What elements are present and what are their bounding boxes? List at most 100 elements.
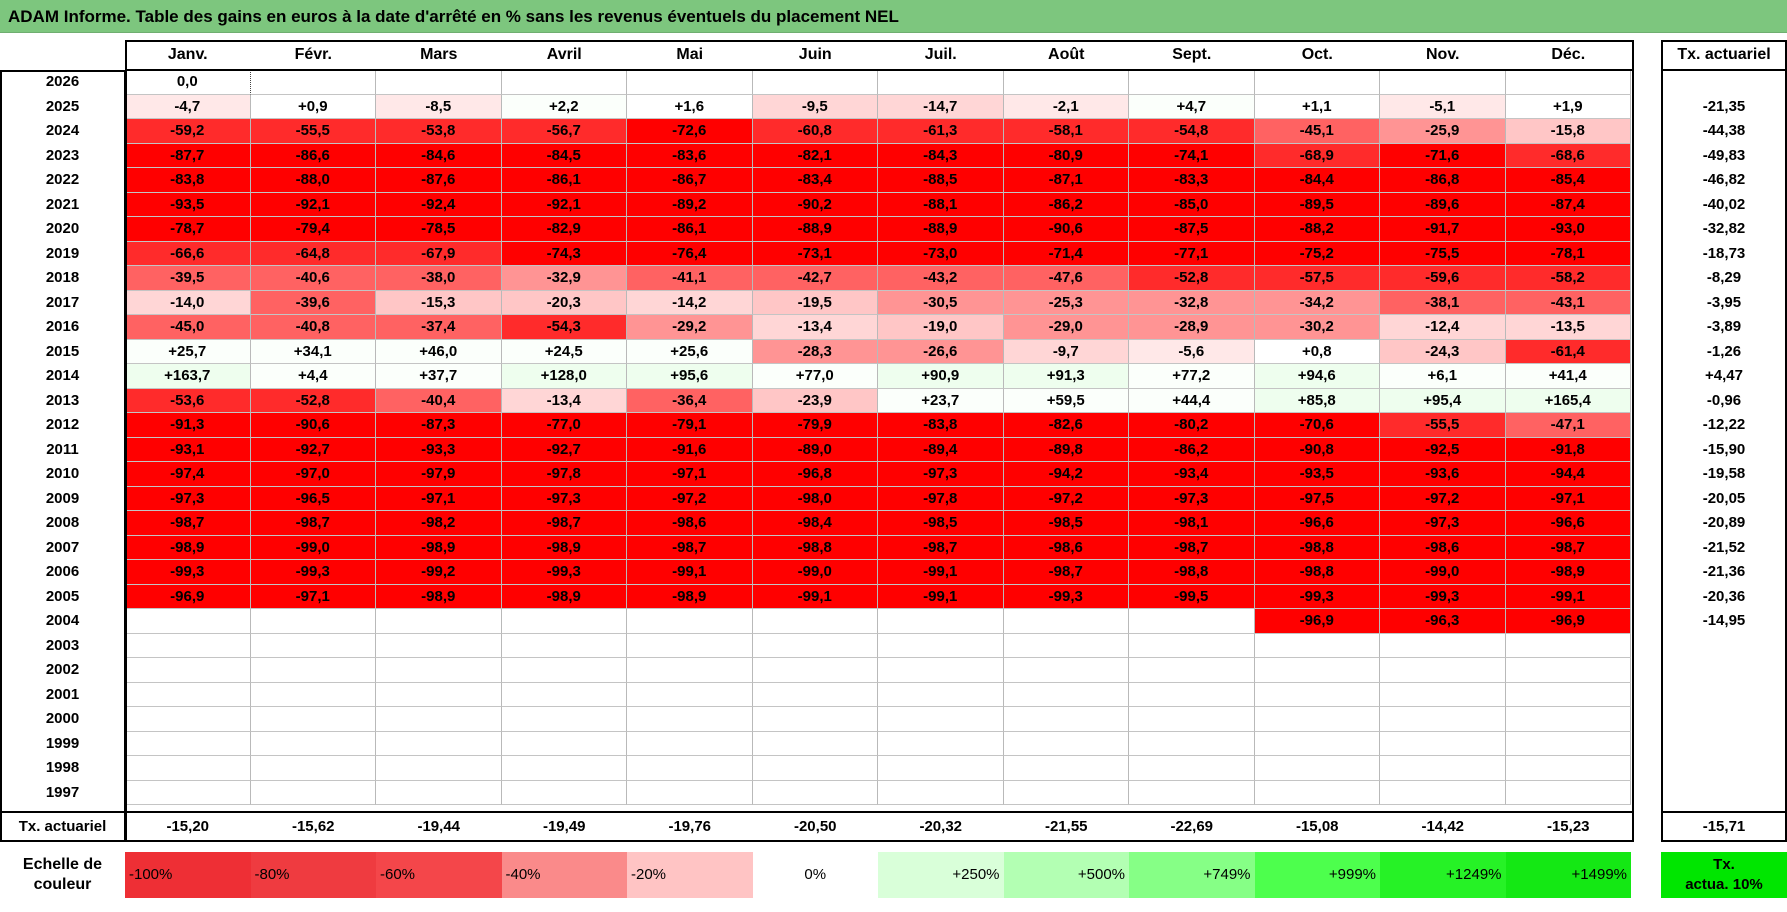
heatmap-cell: -98,6 (1003, 535, 1129, 560)
actuarial-color-legend: Tx. actua. 10% (1661, 852, 1787, 898)
year-label: 2022 (45, 171, 80, 188)
heatmap-cell (125, 658, 251, 683)
row-actuarial-rate: -21,36 (1702, 563, 1746, 580)
color-scale-step: -80% (250, 852, 376, 898)
year-label: 2004 (45, 612, 80, 629)
heatmap-cell: -96,5 (250, 486, 376, 511)
year-label: 2006 (45, 563, 80, 580)
heatmap-cell: -67,9 (376, 241, 502, 266)
month-header: Mars (420, 46, 458, 63)
color-scale-step: +749% (1129, 852, 1255, 898)
heatmap-cell (1003, 731, 1129, 756)
heatmap-cell: +41,4 (1505, 364, 1631, 389)
heatmap-cell: -75,2 (1254, 241, 1380, 266)
heatmap-cell (1129, 780, 1255, 805)
color-scale-step: 0% (752, 852, 878, 898)
heatmap-cell: -96,6 (1254, 511, 1380, 536)
heatmap-cell: -8,5 (376, 94, 502, 119)
heatmap-cell: -14,0 (125, 290, 251, 315)
heatmap-cell: -89,2 (627, 192, 753, 217)
heatmap-cell (627, 756, 753, 781)
heatmap-cell: -54,3 (501, 315, 627, 340)
heatmap-cell: +1,9 (1505, 94, 1631, 119)
heatmap-cell: -93,5 (125, 192, 251, 217)
heatmap-cell (1505, 756, 1631, 781)
heatmap-cell: -98,9 (501, 535, 627, 560)
heatmap-cell: -99,0 (752, 560, 878, 585)
heatmap-cell: -74,3 (501, 241, 627, 266)
header-separator-tx (1661, 69, 1787, 71)
heatmap-cell: -85,4 (1505, 168, 1631, 193)
heatmap-cell (376, 633, 502, 658)
heatmap-cell (1129, 756, 1255, 781)
heatmap-cell: -98,9 (627, 584, 753, 609)
heatmap-cell: -99,1 (627, 560, 753, 585)
heatmap-cell: -98,8 (1254, 535, 1380, 560)
heatmap-cell: -98,7 (1003, 560, 1129, 585)
heatmap-cell: -96,9 (125, 584, 251, 609)
heatmap-cell: -97,1 (1505, 486, 1631, 511)
heatmap-cell (376, 756, 502, 781)
heatmap-cell: -83,8 (125, 168, 251, 193)
heatmap-cell (1254, 707, 1380, 732)
heatmap-cell (250, 658, 376, 683)
heatmap-cell (878, 682, 1004, 707)
heatmap-cell: -88,1 (878, 192, 1004, 217)
heatmap-cell (125, 780, 251, 805)
heatmap-cell: -92,1 (250, 192, 376, 217)
heatmap-cell: -93,0 (1505, 217, 1631, 242)
row-actuarial-rate (1661, 683, 1787, 708)
heatmap-cell: -96,8 (752, 462, 878, 487)
color-scale-step: -20% (627, 852, 753, 898)
heatmap-cell (501, 633, 627, 658)
heatmap-cell (1254, 658, 1380, 683)
row-actuarial-rate: -0,96 (1706, 391, 1742, 409)
heatmap-cell: +1,6 (627, 94, 753, 119)
year-label: 2002 (45, 661, 80, 678)
heatmap-cell: -98,8 (1254, 560, 1380, 585)
color-scale-step: -60% (376, 852, 502, 898)
heatmap-cell: -97,1 (627, 462, 753, 487)
heatmap-cell: -83,3 (1129, 168, 1255, 193)
year-label: 2009 (45, 489, 80, 507)
heatmap-cell: -98,8 (752, 535, 878, 560)
heatmap-cell: -61,3 (878, 119, 1004, 144)
monthly-actuarial-rate: -15,23 (1546, 818, 1590, 835)
heatmap-cell: -55,5 (1380, 413, 1506, 438)
heatmap-cell (878, 780, 1004, 805)
row-actuarial-rate: -20,05 (1702, 489, 1746, 507)
heatmap-cell: -83,6 (627, 143, 753, 168)
heatmap-cell (1380, 658, 1506, 683)
heatmap-cell: -99,1 (878, 584, 1004, 609)
heatmap-cell: -68,6 (1505, 143, 1631, 168)
heatmap-cell: +25,6 (627, 339, 753, 364)
heatmap-cell (627, 70, 753, 95)
heatmap-cell (1505, 707, 1631, 732)
heatmap-cell: -98,2 (376, 511, 502, 536)
row-actuarial-rate: -40,02 (1702, 195, 1746, 213)
month-header: Juin (798, 46, 832, 63)
heatmap-cell (1003, 780, 1129, 805)
heatmap-cell (1380, 756, 1506, 781)
row-actuarial-rate: -18,73 (1702, 244, 1746, 262)
heatmap-cell (1254, 682, 1380, 707)
heatmap-cell: -84,6 (376, 143, 502, 168)
heatmap-cell (125, 756, 251, 781)
heatmap-cell: -80,9 (1003, 143, 1129, 168)
heatmap-cell: +128,0 (501, 364, 627, 389)
heatmap-cell (752, 756, 878, 781)
heatmap-cell (501, 658, 627, 683)
heatmap-cell: -86,2 (1129, 437, 1255, 462)
heatmap-cell: -98,7 (250, 511, 376, 536)
heatmap-cell: -13,4 (501, 388, 627, 413)
heatmap-cell: -93,3 (376, 437, 502, 462)
row-actuarial-rate: -49,83 (1702, 146, 1746, 164)
heatmap-cell (501, 731, 627, 756)
heatmap-cell: -97,3 (501, 486, 627, 511)
heatmap-cell: -39,6 (250, 290, 376, 315)
heatmap-cell: -68,9 (1254, 143, 1380, 168)
monthly-actuarial-rate: -19,44 (417, 818, 461, 835)
row-actuarial-rate: -3,89 (1706, 318, 1742, 335)
heatmap-cell (501, 780, 627, 805)
year-label: 2014 (45, 367, 80, 384)
